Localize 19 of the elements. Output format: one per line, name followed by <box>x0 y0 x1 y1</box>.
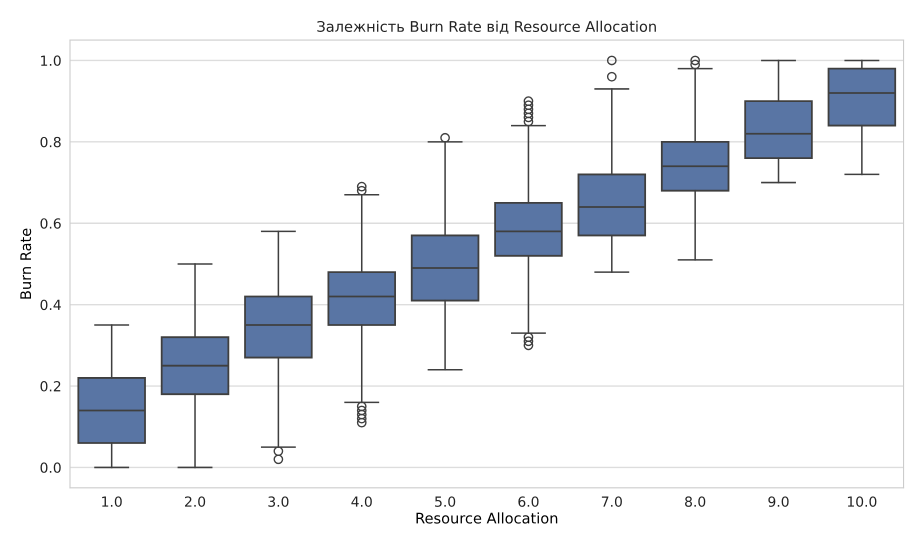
y-tick-label: 0.4 <box>40 300 61 310</box>
x-tick-label: 8.0 <box>685 496 706 507</box>
y-tick-label: 0.6 <box>40 218 61 229</box>
y-tick-label: 1.0 <box>41 55 61 66</box>
x-tick-label: 2.0 <box>185 496 206 507</box>
x-tick-label: 6.0 <box>518 496 539 507</box>
chart-title: Залежність Burn Rate від Resource Allocation <box>317 20 656 34</box>
x-tick-label: 9.0 <box>768 496 789 507</box>
y-axis-title: Burn Rate <box>20 228 32 299</box>
x-axis-title: Resource Allocation <box>416 512 558 524</box>
y-tick-label: 0.0 <box>40 462 61 473</box>
x-tick-label: 1.0 <box>102 496 122 507</box>
x-tick-label: 10.0 <box>848 496 876 507</box>
x-tick-label: 3.0 <box>268 496 289 507</box>
y-tick-label: 0.8 <box>40 136 61 148</box>
x-tick-label: 4.0 <box>351 496 372 507</box>
x-tick-label: 5.0 <box>435 496 456 507</box>
y-tick-label: 0.2 <box>40 381 60 392</box>
x-tick-label: 7.0 <box>602 496 622 507</box>
